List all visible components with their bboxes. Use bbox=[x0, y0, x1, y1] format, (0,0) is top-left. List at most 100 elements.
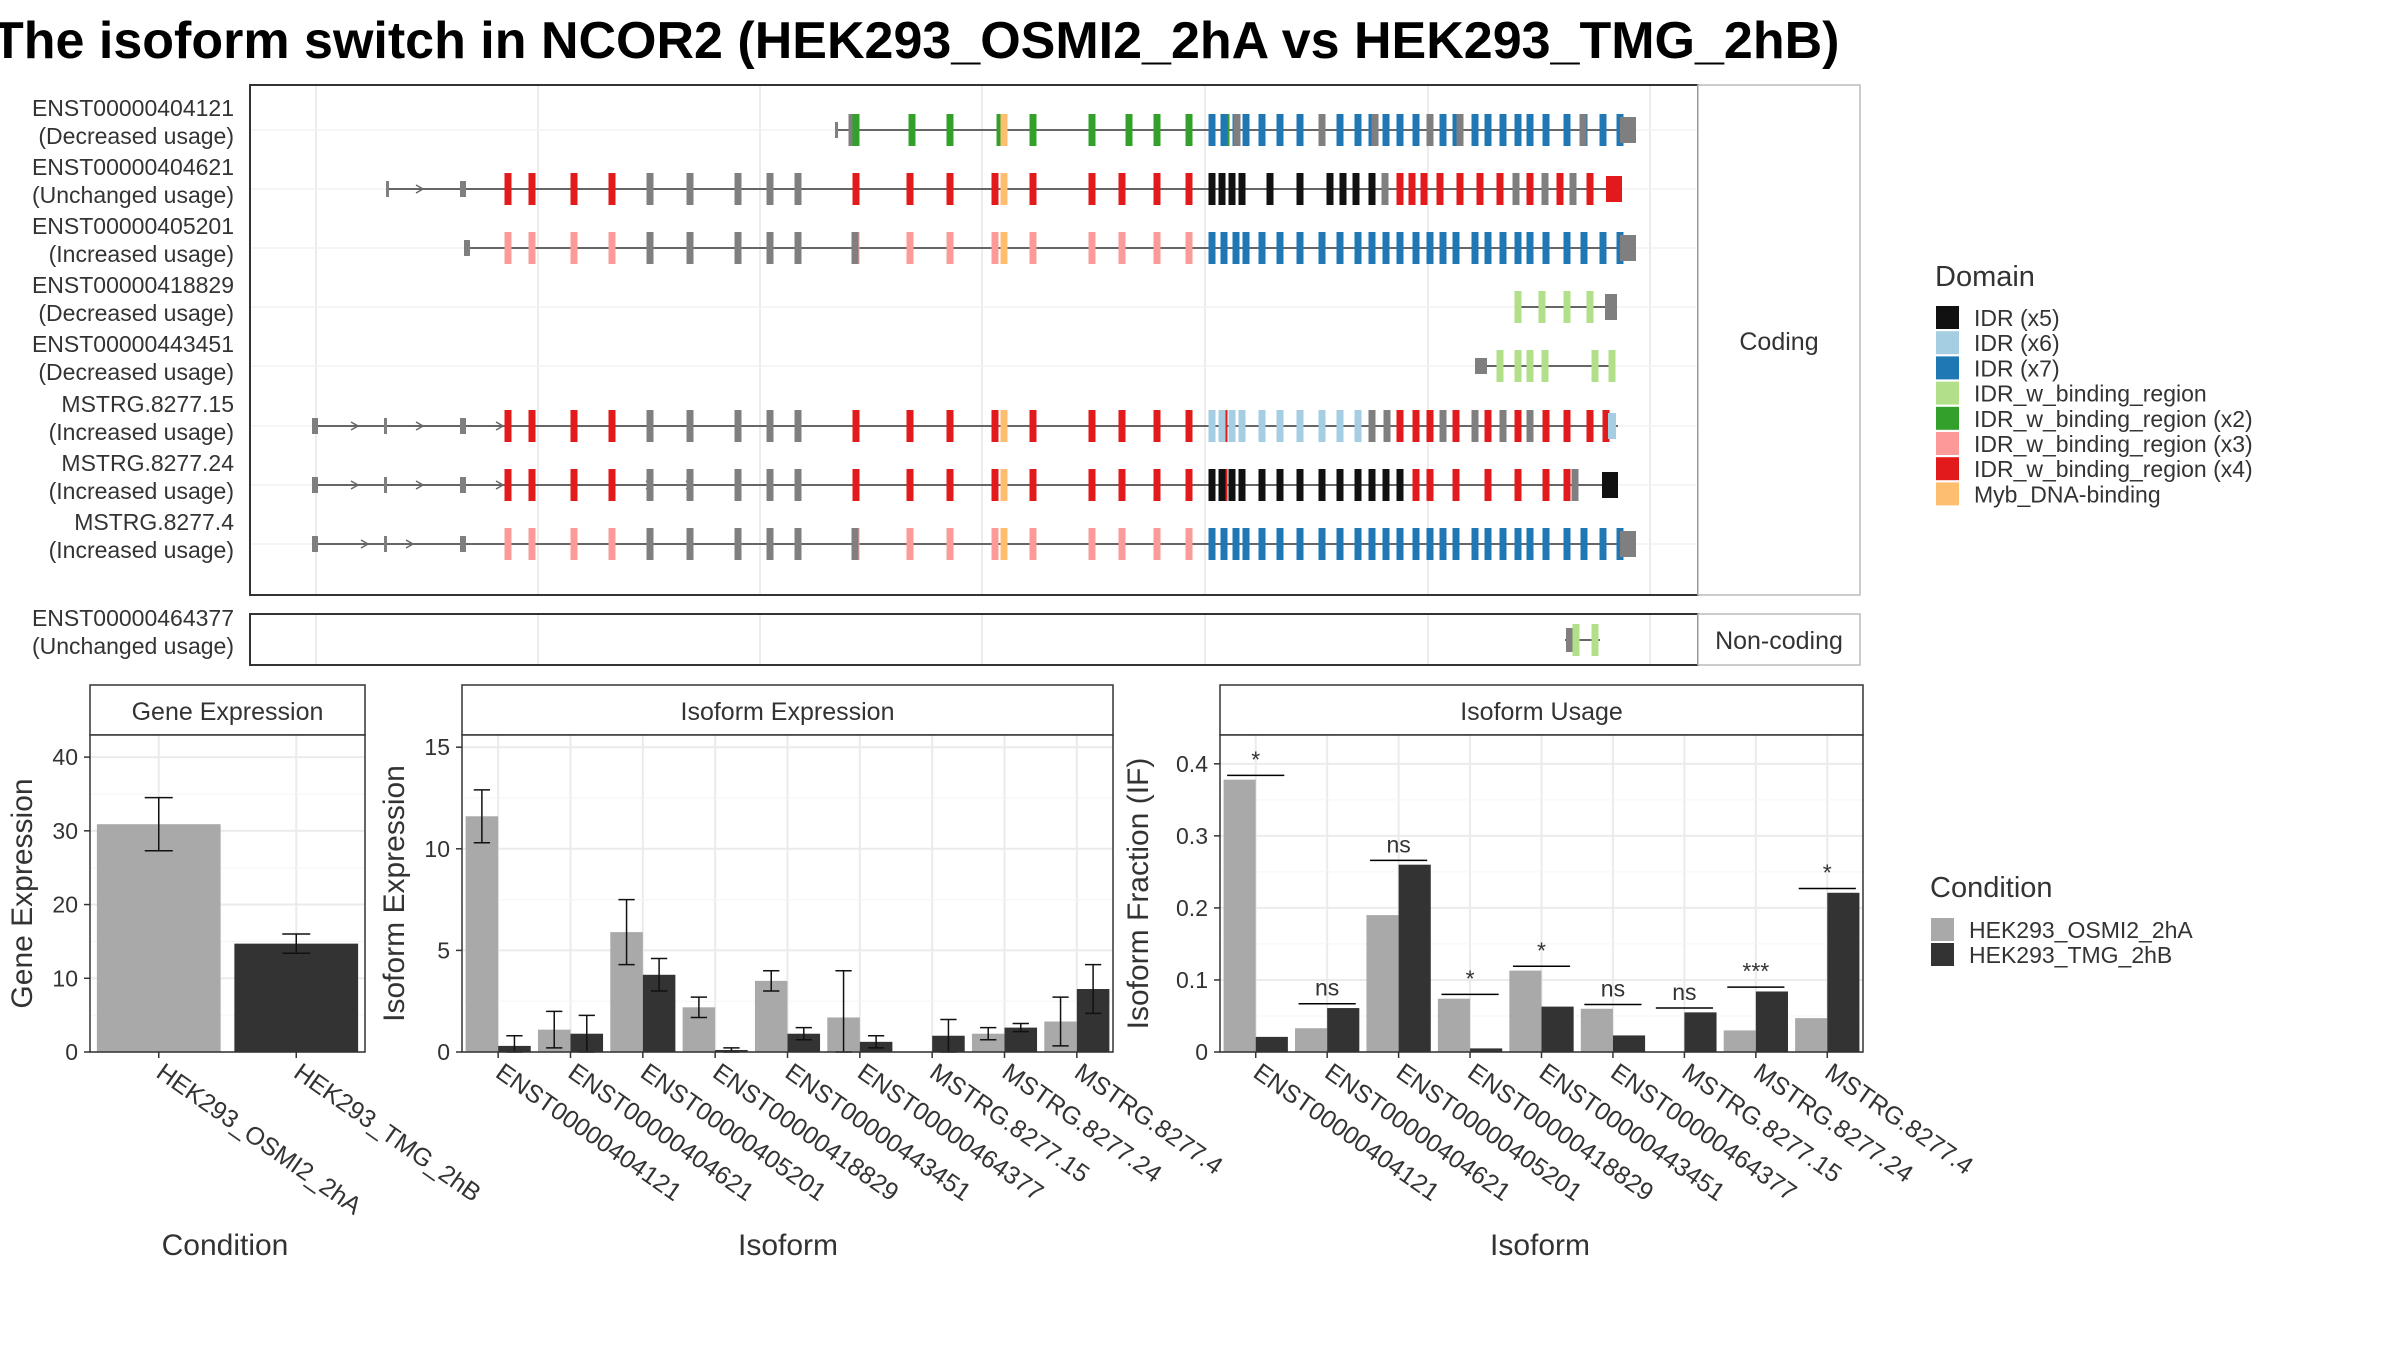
exon-block bbox=[1208, 410, 1216, 442]
exon-block bbox=[1382, 528, 1390, 560]
exon-block bbox=[1088, 232, 1096, 264]
exon-block bbox=[1499, 114, 1507, 146]
exon-block bbox=[1556, 173, 1564, 205]
exon-block bbox=[1586, 410, 1594, 442]
exon-block bbox=[1541, 173, 1549, 205]
exon-block bbox=[1514, 469, 1522, 501]
exon-block bbox=[1368, 410, 1376, 442]
condition-legend-title: Condition bbox=[1930, 872, 2053, 904]
significance-label: ns bbox=[1315, 975, 1339, 1001]
exon-block bbox=[1368, 469, 1376, 501]
exon-block bbox=[1208, 114, 1216, 146]
exon-block bbox=[1412, 410, 1420, 442]
exon-block bbox=[686, 469, 694, 501]
exon-block bbox=[1118, 469, 1126, 501]
chart-panel-0: Gene Expression010203040HEK293_OSMI2_2hA… bbox=[6, 684, 486, 1262]
plot-border bbox=[89, 734, 366, 1053]
exon-block bbox=[646, 232, 654, 264]
y-tick-label: 20 bbox=[52, 892, 78, 918]
exon-block bbox=[1396, 114, 1404, 146]
exon-block bbox=[991, 232, 999, 264]
bar bbox=[96, 824, 221, 1052]
exon-block bbox=[1526, 350, 1534, 382]
y-tick-label: 30 bbox=[52, 818, 78, 844]
exon-block bbox=[686, 173, 694, 205]
exon-block bbox=[1153, 469, 1161, 501]
exon-block bbox=[1153, 528, 1161, 560]
bar bbox=[1755, 991, 1788, 1052]
strand-arrow bbox=[415, 480, 425, 490]
exon-block bbox=[528, 232, 536, 264]
bar bbox=[1580, 1008, 1613, 1052]
isoform-usage-8: (Unchanged usage) bbox=[32, 633, 234, 659]
domain-legend-swatch bbox=[1936, 432, 1959, 455]
isoform-row-2 bbox=[464, 232, 1636, 264]
bar bbox=[465, 816, 499, 1052]
domain-legend-label: IDR (x5) bbox=[1974, 305, 2060, 331]
exon-block bbox=[1354, 469, 1362, 501]
isoform-row-noncoding bbox=[1565, 624, 1600, 656]
exon-block bbox=[1208, 469, 1216, 501]
exon-block bbox=[1586, 173, 1594, 205]
exon-block bbox=[1484, 410, 1492, 442]
exon-block bbox=[1368, 173, 1376, 205]
exon-block bbox=[1591, 350, 1599, 382]
exon-block bbox=[1396, 528, 1404, 560]
exon-block bbox=[1326, 173, 1334, 205]
exon-block bbox=[1336, 410, 1344, 442]
exon-block bbox=[1088, 528, 1096, 560]
utr-exon bbox=[835, 122, 838, 138]
exon-block bbox=[991, 528, 999, 560]
exon-block bbox=[1296, 232, 1304, 264]
exon-block bbox=[504, 410, 512, 442]
isoform-label-7: MSTRG.8277.4 bbox=[74, 509, 234, 535]
exon-block bbox=[1471, 410, 1479, 442]
exon-block bbox=[1412, 114, 1420, 146]
exon-block bbox=[1318, 528, 1326, 560]
chart-title: Gene Expression bbox=[132, 698, 324, 726]
exon-block bbox=[1396, 410, 1404, 442]
bar bbox=[1470, 1048, 1503, 1052]
exon-block bbox=[646, 410, 654, 442]
exon-block bbox=[1088, 469, 1096, 501]
exon-block bbox=[906, 232, 914, 264]
exon-block bbox=[1512, 173, 1520, 205]
exon-block bbox=[906, 528, 914, 560]
isoform-row-3 bbox=[1514, 291, 1617, 323]
exon-block bbox=[1439, 232, 1447, 264]
bar bbox=[1255, 1036, 1288, 1052]
exon-block bbox=[1339, 173, 1347, 205]
domain-legend-swatch bbox=[1936, 306, 1959, 329]
exon-block bbox=[608, 528, 616, 560]
exon-block bbox=[1368, 232, 1376, 264]
exon-block bbox=[1526, 410, 1534, 442]
exon-block bbox=[852, 173, 860, 205]
exon-block bbox=[991, 469, 999, 501]
exon-block bbox=[1499, 410, 1507, 442]
exon-block bbox=[1514, 114, 1522, 146]
exon-block bbox=[1088, 114, 1096, 146]
significance-label: ns bbox=[1386, 831, 1410, 857]
exon-block bbox=[1258, 410, 1266, 442]
exon-block bbox=[1153, 410, 1161, 442]
exon-block bbox=[1000, 173, 1008, 205]
exon-block bbox=[1456, 173, 1464, 205]
exon-block bbox=[1296, 173, 1304, 205]
exon-block bbox=[1412, 528, 1420, 560]
exon-block bbox=[734, 469, 742, 501]
significance-label: ns bbox=[1672, 979, 1696, 1005]
bar bbox=[1684, 1012, 1717, 1052]
exon-block bbox=[991, 173, 999, 205]
bar bbox=[1398, 864, 1431, 1052]
exon-block bbox=[1029, 114, 1037, 146]
significance-label: *** bbox=[1742, 958, 1769, 984]
bar bbox=[754, 980, 788, 1052]
y-tick-label: 10 bbox=[424, 836, 450, 862]
exon-block bbox=[1125, 114, 1133, 146]
exon-block bbox=[1185, 410, 1193, 442]
utr-exon bbox=[384, 536, 387, 552]
exon-block bbox=[1563, 232, 1571, 264]
y-tick-label: 40 bbox=[52, 744, 78, 770]
exon-block bbox=[734, 173, 742, 205]
